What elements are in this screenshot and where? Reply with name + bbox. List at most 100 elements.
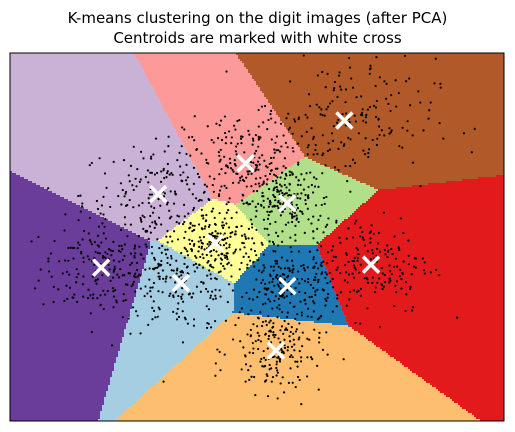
data-point (133, 247, 136, 250)
data-point (150, 205, 153, 208)
data-point (183, 215, 186, 218)
data-point (258, 163, 261, 166)
data-point (217, 194, 221, 198)
data-point (349, 164, 352, 168)
data-point (119, 268, 122, 271)
data-point (296, 278, 299, 281)
data-point (196, 266, 199, 269)
data-point (410, 273, 413, 276)
data-point (316, 74, 319, 77)
data-point (380, 129, 383, 132)
data-point (307, 277, 310, 281)
data-point (258, 334, 261, 337)
cluster-region-segment (178, 251, 263, 254)
cluster-region-segment (10, 185, 41, 188)
data-point (393, 304, 396, 308)
data-point (321, 134, 324, 137)
data-point (264, 293, 267, 296)
cluster-region-segment (10, 241, 151, 244)
data-point (143, 216, 146, 219)
cluster-region-segment (10, 169, 199, 172)
data-point (256, 189, 259, 193)
cluster-region-segment (100, 411, 125, 414)
data-point (207, 308, 211, 311)
data-point (221, 226, 225, 229)
data-point (423, 272, 426, 275)
cluster-region-segment (76, 203, 207, 206)
data-point (366, 281, 370, 284)
data-point (260, 241, 263, 245)
cluster-region-segment (10, 77, 149, 80)
data-point (128, 272, 132, 275)
data-point (229, 235, 232, 238)
data-point (96, 278, 99, 281)
data-point (285, 117, 288, 120)
cluster-region-segment (100, 215, 191, 218)
data-point (218, 193, 221, 196)
data-point (171, 173, 174, 176)
data-point (306, 153, 309, 156)
cluster-region-segment (342, 221, 504, 224)
data-point (357, 252, 360, 256)
data-point (227, 261, 230, 264)
data-point (87, 288, 90, 291)
data-point (301, 212, 304, 215)
data-point (213, 177, 216, 181)
data-point (247, 173, 250, 176)
data-point (369, 230, 372, 233)
data-point (272, 242, 275, 246)
data-point (149, 171, 152, 174)
data-point (394, 257, 398, 260)
cluster-region-segment (10, 255, 147, 258)
data-point (347, 260, 350, 263)
cluster-region-segment (290, 133, 504, 136)
data-point (316, 267, 320, 270)
cluster-region-segment (254, 191, 377, 194)
data-point (372, 104, 376, 108)
data-point (208, 223, 211, 227)
data-point (151, 252, 154, 255)
data-point (204, 225, 207, 228)
cluster-region-segment (10, 235, 141, 238)
cluster-region-segment (188, 153, 305, 156)
cluster-region-segment (150, 245, 169, 248)
data-point (278, 202, 282, 205)
cluster-region-segment (162, 105, 273, 108)
data-point (135, 310, 138, 313)
data-point (300, 210, 304, 213)
cluster-region-segment (104, 397, 141, 400)
data-point (188, 227, 191, 230)
data-point (177, 294, 180, 298)
cluster-region-segment (142, 395, 447, 398)
data-point (231, 289, 234, 292)
data-point (215, 250, 218, 253)
data-point (136, 168, 139, 171)
data-point (302, 267, 306, 270)
chart-subtitle: Centroids are marked with white cross (113, 29, 402, 47)
cluster-region-segment (10, 337, 123, 340)
cluster-region-segment (308, 157, 504, 160)
data-point (386, 250, 390, 254)
data-point (112, 240, 115, 243)
data-point (179, 271, 182, 274)
data-point (79, 194, 82, 197)
data-point (283, 319, 286, 323)
data-point (292, 338, 295, 341)
cluster-region-segment (254, 79, 504, 82)
cluster-region-segment (10, 367, 115, 370)
cluster-region-segment (268, 241, 321, 244)
data-point (250, 309, 253, 312)
data-point (139, 332, 142, 335)
data-point (112, 290, 115, 293)
data-point (90, 243, 93, 246)
data-point (82, 260, 85, 264)
data-point (106, 252, 109, 256)
data-point (277, 265, 280, 268)
data-point (61, 272, 64, 275)
data-point (305, 375, 309, 378)
cluster-region-segment (10, 189, 49, 192)
cluster-region-segment (234, 301, 341, 304)
data-point (277, 207, 280, 210)
cluster-region-segment (100, 417, 119, 420)
cluster-region-segment (240, 59, 504, 62)
